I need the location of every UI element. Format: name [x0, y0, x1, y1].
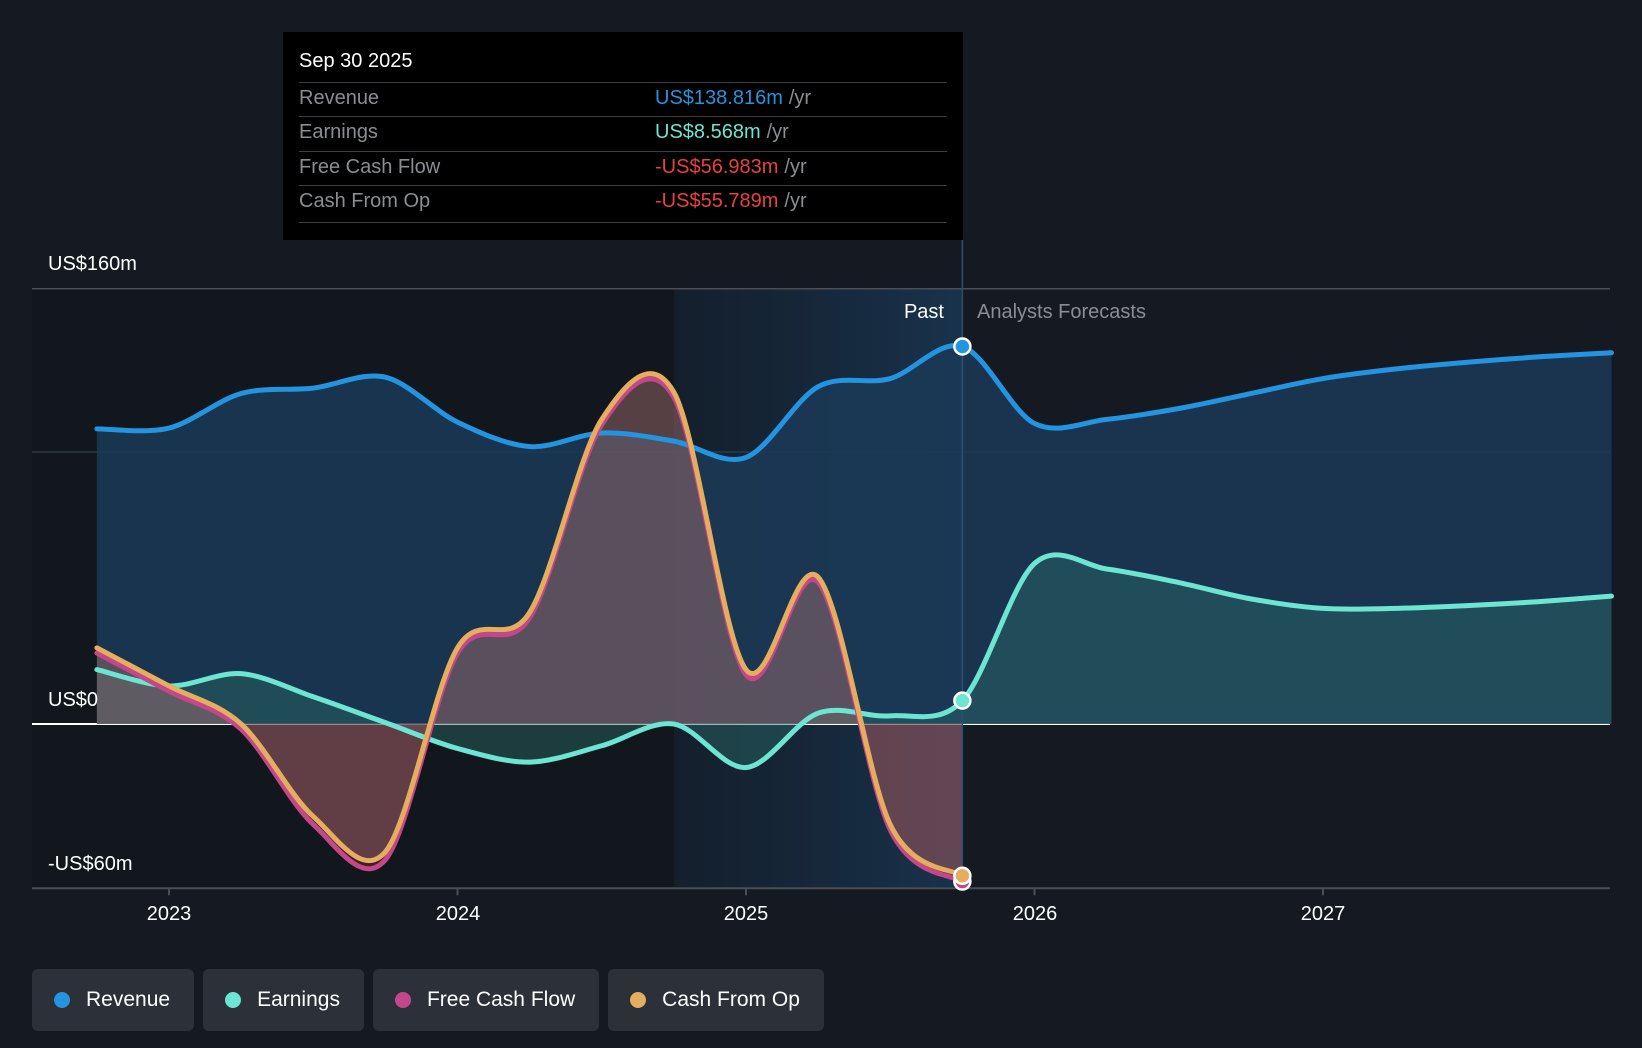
tooltip-value: US$138.816m/yr	[655, 87, 811, 110]
free-cash-flow-area-positive	[96, 376, 963, 724]
legend-item-revenue[interactable]: Revenue	[32, 969, 195, 1031]
cash-from-op-dot-icon	[630, 992, 647, 1008]
tooltip-value: -US$55.789m/yr	[655, 190, 807, 213]
x-tick-label: 2024	[435, 903, 481, 925]
cash-from-op-area-negative	[96, 724, 963, 876]
x-tick-label: 2023	[146, 903, 192, 925]
revenue-marker	[953, 337, 972, 356]
x-tick-label: 2026	[1012, 903, 1058, 925]
legend-item-earnings[interactable]: Earnings	[203, 969, 364, 1031]
tooltip-unit: /yr	[788, 87, 812, 109]
free-cash-flow-dot-icon	[394, 992, 411, 1008]
earnings-line	[94, 552, 1614, 771]
tooltip-date: Sep 30 2025	[299, 50, 413, 72]
legend-item-cash-from-op[interactable]: Cash From Op	[608, 969, 824, 1031]
tooltip: Sep 30 2025 Revenue US$138.816m/yr Earni…	[283, 32, 963, 240]
tooltip-label: Earnings	[299, 121, 378, 143]
cash-from-op-line	[94, 371, 965, 879]
free-cash-flow-area-negative	[96, 724, 963, 880]
forecast-label: Analysts Forecasts	[977, 301, 1146, 323]
tooltip-value-text: US$138.816m	[655, 87, 783, 109]
earnings-area	[96, 554, 1612, 768]
tooltip-value-text: US$8.568m	[655, 121, 761, 143]
tooltip-unit: /yr	[784, 156, 807, 178]
tooltip-row-earnings: Earnings US$8.568m/yr	[299, 116, 947, 151]
tooltip-row-revenue: Revenue US$138.816m/yr	[299, 82, 947, 117]
earnings-dot-icon	[225, 992, 242, 1008]
y-tick-label: -US$60m	[48, 853, 133, 875]
tooltip-row-free-cash-flow: Free Cash Flow -US$56.983m/yr	[299, 151, 947, 186]
tooltip-row-cash-from-op: Cash From Op -US$55.789m/yr	[299, 185, 947, 220]
legend-label: Free Cash Flow	[426, 988, 576, 1011]
tooltip-label: Cash From Op	[299, 190, 431, 212]
cash-from-op-area-positive	[96, 373, 963, 724]
legend: Revenue Earnings Free Cash Flow Cash Fro…	[32, 969, 824, 1031]
x-tick-label: 2027	[1300, 903, 1346, 925]
y-tick-label: US$0	[48, 689, 99, 711]
tooltip-divider	[299, 222, 947, 223]
tooltip-label: Free Cash Flow	[299, 156, 441, 178]
x-tick-label: 2025	[723, 903, 769, 925]
tooltip-value-text: -US$55.789m	[655, 190, 779, 212]
legend-label: Earnings	[257, 988, 340, 1011]
tooltip-unit: /yr	[766, 121, 789, 143]
legend-label: Revenue	[86, 988, 171, 1011]
earnings-marker	[953, 691, 972, 710]
legend-label: Cash From Op	[662, 988, 800, 1011]
revenue-dot-icon	[54, 992, 70, 1008]
tooltip-unit: /yr	[784, 190, 807, 212]
tooltip-value: US$8.568m/yr	[655, 121, 789, 144]
tooltip-label: Revenue	[299, 87, 380, 109]
revenue-line	[94, 342, 1614, 462]
tooltip-value-text: -US$56.983m	[655, 156, 779, 178]
legend-item-free-cash-flow[interactable]: Free Cash Flow	[372, 969, 600, 1031]
y-tick-label: US$160m	[48, 253, 137, 275]
tooltip-value: -US$56.983m/yr	[655, 156, 807, 179]
past-label: Past	[903, 301, 944, 323]
cash-from-op-marker	[953, 866, 972, 886]
